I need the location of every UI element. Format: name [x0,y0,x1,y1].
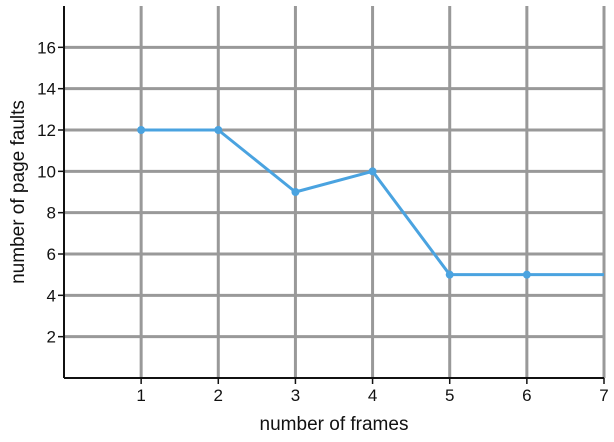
x-tick-label-5: 5 [445,386,454,405]
x-tick-label-7: 7 [599,386,608,405]
data-point-6 [522,270,531,279]
x-tick-label-1: 1 [136,386,145,405]
y-tick-label-12: 12 [37,121,56,140]
data-point-3 [291,188,300,196]
series-group [137,126,604,279]
x-tick-labels: 1 2 3 4 5 6 7 [136,378,609,405]
data-point-5 [445,270,454,279]
y-tick-label-8: 8 [47,204,56,223]
x-axis-label: number of frames [260,414,409,435]
x-tick-label-6: 6 [522,386,531,405]
y-tick-label-14: 14 [37,80,56,99]
y-tick-label-4: 4 [47,286,56,305]
y-tick-label-16: 16 [37,38,56,57]
data-point-1 [137,126,146,134]
grid-lines [64,6,606,378]
x-tick-label-2: 2 [214,386,223,405]
axes [63,6,604,379]
x-tick-label-4: 4 [368,386,377,405]
data-point-2 [214,126,223,134]
y-tick-labels: 2 4 6 8 10 12 14 16 [37,38,64,347]
x-tick-label-3: 3 [291,386,300,405]
y-tick-label-2: 2 [47,328,56,347]
y-tick-label-6: 6 [47,245,56,264]
data-point-4 [368,167,377,176]
y-tick-label-10: 10 [37,162,56,181]
y-axis-label: number of page faults [8,100,29,284]
